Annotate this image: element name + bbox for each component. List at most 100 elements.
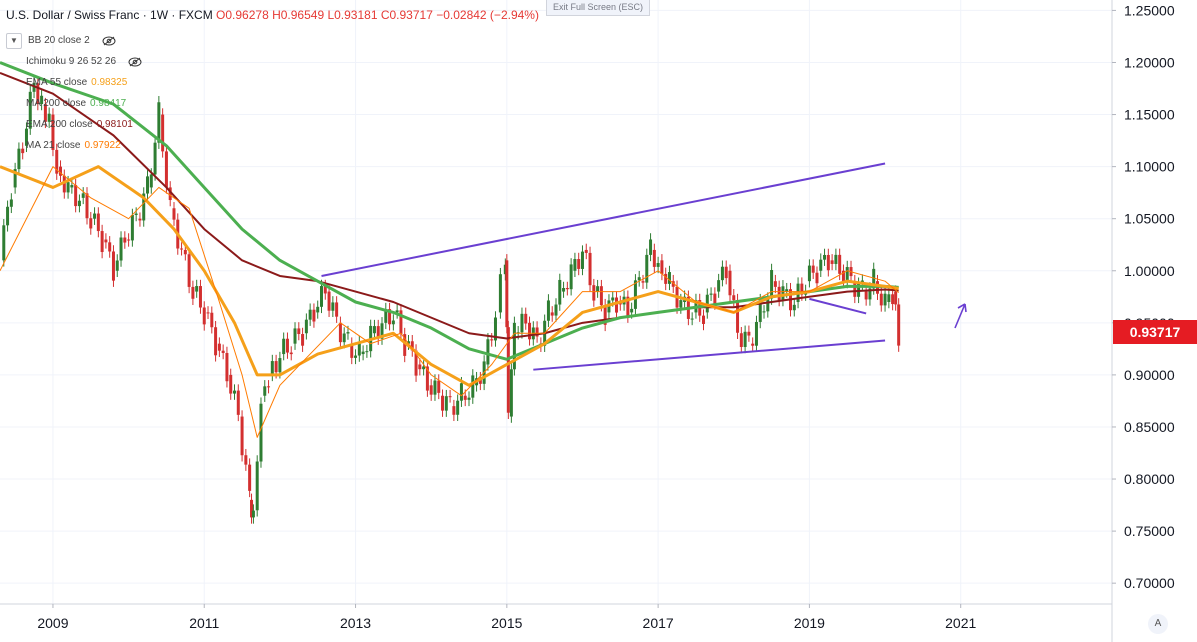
candle-body <box>887 294 891 302</box>
candle-body <box>13 169 17 188</box>
candle-body <box>864 291 868 300</box>
candle-body <box>709 293 713 295</box>
indicator-name: MA 200 close <box>26 97 87 109</box>
candle-body <box>157 102 161 143</box>
legend-row[interactable]: EMA 55 close 0.98325 <box>6 72 142 93</box>
candle-body <box>599 286 603 306</box>
candle-body <box>807 265 811 282</box>
candle-body <box>671 281 675 287</box>
candle-body <box>259 403 263 462</box>
price-tick-label: 1.05000 <box>1124 211 1175 227</box>
candle-body <box>335 302 339 317</box>
candle-body <box>263 386 267 396</box>
candle-body <box>380 323 384 339</box>
candle-body <box>452 406 456 415</box>
candle-body <box>233 390 237 394</box>
candle-body <box>134 213 138 215</box>
candle-body <box>70 185 74 188</box>
candle-body <box>743 331 747 347</box>
indicator-name: EMA 55 close <box>26 76 88 88</box>
candle-body <box>81 193 85 198</box>
candle-body <box>376 326 380 339</box>
candle-body <box>603 305 607 325</box>
candle-body <box>346 332 350 334</box>
candle-body <box>897 304 901 346</box>
candle-body <box>285 338 289 353</box>
symbol-label: U.S. Dollar / Swiss Franc · 1W · FXCM <box>6 8 213 22</box>
candle-body <box>456 400 460 415</box>
candle-body <box>777 286 781 301</box>
candle-body <box>569 264 573 290</box>
candle-body <box>168 187 172 201</box>
candle-body <box>221 350 225 353</box>
legend-row[interactable]: MA 21 close 0.97922 <box>6 135 142 156</box>
candle-body <box>550 312 554 316</box>
legend-row[interactable]: ▼ BB 20 close 2 <box>6 30 142 51</box>
candle-body <box>736 300 740 333</box>
chevron-down-icon[interactable]: ▼ <box>6 32 22 49</box>
candle-body <box>630 308 634 313</box>
candle-body <box>399 310 403 335</box>
candle-body <box>573 259 577 271</box>
trendline[interactable] <box>809 297 867 315</box>
candle-body <box>690 318 694 320</box>
candle-body <box>883 293 887 306</box>
eye-hidden-icon[interactable] <box>102 36 116 46</box>
candle-body <box>55 149 59 174</box>
candle-body <box>713 293 717 304</box>
candle-body <box>198 286 202 308</box>
candle-body <box>9 199 13 207</box>
legend-row[interactable]: Ichimoku 9 26 52 26 <box>6 51 142 72</box>
candle-body <box>104 239 108 243</box>
candle-body <box>267 386 271 388</box>
indicator-value: 0.98101 <box>96 118 133 130</box>
trendline[interactable] <box>321 162 886 277</box>
candle-body <box>747 331 751 336</box>
candle-body <box>297 328 301 335</box>
candle-body <box>637 277 641 281</box>
ema55-line <box>0 165 899 387</box>
candle-body <box>289 352 293 355</box>
candle-body <box>546 300 550 321</box>
candle-body <box>59 166 63 176</box>
candle-body <box>331 302 335 311</box>
candle-body <box>225 352 229 382</box>
ohlc-values: O0.96278 H0.96549 L0.93181 C0.93717 −0.0… <box>216 8 539 22</box>
candle-body <box>592 285 596 301</box>
candle-body <box>354 355 358 358</box>
candle-body <box>781 286 785 301</box>
candle-body <box>308 309 312 320</box>
legend-row[interactable]: EMA 200 close 0.98101 <box>6 114 142 135</box>
candle-body <box>24 128 28 146</box>
candle-body <box>830 260 834 264</box>
auto-scale-button[interactable]: A <box>1148 614 1168 634</box>
trendline[interactable] <box>533 339 886 371</box>
legend-row[interactable]: MA 200 close 0.98417 <box>6 93 142 114</box>
candle-body <box>770 270 774 299</box>
candle-body <box>580 251 584 269</box>
candle-body <box>702 315 706 324</box>
exit-fullscreen-button[interactable]: Exit Full Screen (ESC) <box>546 0 651 16</box>
candle-body <box>528 322 532 340</box>
candle-body <box>751 343 755 346</box>
price-tick-label: 1.25000 <box>1124 2 1175 18</box>
candle-body <box>214 327 218 356</box>
candle-body <box>195 286 199 292</box>
candle-body <box>130 214 134 241</box>
candle-body <box>183 249 187 255</box>
candle-body <box>425 366 429 391</box>
candle-body <box>554 304 558 316</box>
candle-body <box>773 281 777 287</box>
indicator-value: 0.98417 <box>90 97 127 109</box>
candle-body <box>342 333 346 343</box>
candle-body <box>301 334 305 346</box>
candle-body <box>565 288 569 290</box>
candle-body <box>115 260 119 271</box>
candle-body <box>391 320 395 325</box>
candle-body <box>588 252 592 286</box>
candle-body <box>85 193 89 219</box>
eye-hidden-icon[interactable] <box>128 57 142 67</box>
candle-body <box>845 267 849 283</box>
candle-body <box>615 297 619 313</box>
